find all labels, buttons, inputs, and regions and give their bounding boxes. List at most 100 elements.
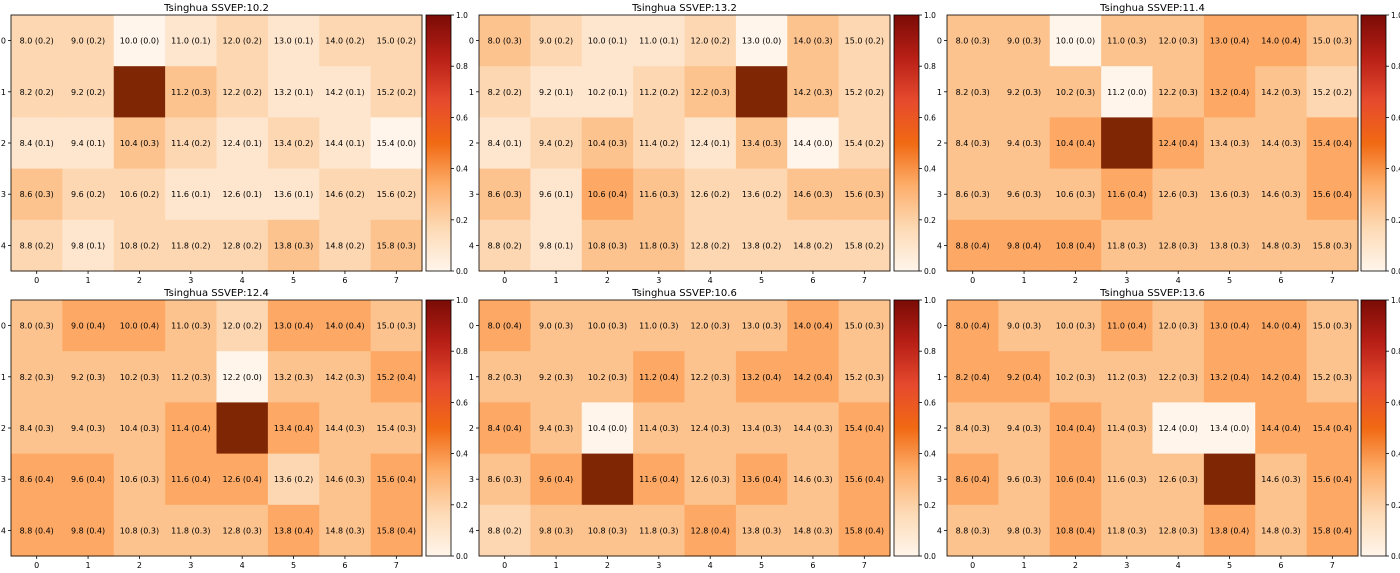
heatmap-cell [1152,168,1205,221]
heatmap-cell [11,504,63,557]
cell-label: 9.0 (0.3) [539,322,573,331]
cell-label: 11.4 (0.3) [639,424,678,433]
colorbar-tick-label: 0.2 [456,501,468,510]
cell-label: 13.0 (0.1) [274,37,313,46]
cell-label: 8.2 (0.3) [488,373,522,382]
cell-label: 12.4 (0.4) [1159,139,1198,148]
cell-label: 13.4 (0.3) [742,139,781,148]
cell-label: 15.8 (0.4) [377,526,416,535]
x-tick-label: 2 [1073,276,1078,285]
heatmap-cell [113,219,166,272]
cell-label: 11.0 (0.3) [171,322,210,331]
cell-label: 15.8 (0.4) [1313,526,1352,535]
cell-label: 8.4 (0.3) [956,139,990,148]
cell-label: 12.2 (0.0) [223,373,262,382]
cell-label: 13.8 (0.3) [274,241,313,250]
x-tick-label: 1 [554,276,559,285]
heatmap-cell [216,15,269,67]
colorbar-tick-label: 0.4 [456,165,468,174]
heatmap-cell [1049,15,1102,67]
cell-label: 15.0 (0.3) [377,322,416,331]
heatmap-cell [1306,402,1359,455]
y-tick-label: 2 [469,139,474,148]
cell-label: 11.0 (0.3) [639,322,678,331]
cell-label: 10.4 (0.4) [1056,424,1095,433]
cell-label: 13.6 (0.3) [1210,190,1249,199]
heatmap-cell [113,402,166,455]
cell-label: 9.8 (0.3) [539,526,573,535]
heatmap-cell [947,117,999,170]
heatmap-cell [11,300,63,352]
x-tick-label: 0 [970,276,975,285]
chart-title: Tsinghua SSVEP:12.4 [163,288,269,299]
x-tick-label: 5 [759,276,764,285]
heatmap-cell [947,300,999,352]
heatmap-cell [216,66,269,118]
cell-label: 13.0 (0.4) [1210,322,1249,331]
cell-label: 10.0 (0.1) [588,37,627,46]
heatmap-cell [319,504,372,557]
y-tick-label: 1 [1,88,6,97]
cell-label: 10.6 (0.3) [1056,190,1095,199]
heatmap-cell [633,402,686,455]
heatmap-cell [1101,402,1154,455]
x-tick-label: 4 [1176,276,1181,285]
heatmap-cell [581,168,634,221]
heatmap-cell [62,300,115,352]
x-tick-label: 0 [34,561,39,570]
cell-label: 10.2 (0.3) [1056,88,1095,97]
heatmap-cell [267,453,320,506]
cell-label: 12.4 (0.0) [1159,424,1198,433]
heatmap-cell [113,300,166,352]
cell-label: 14.2 (0.1) [325,88,364,97]
chart-title: Tsinghua SSVEP:11.4 [1099,3,1205,14]
cell-label: 8.0 (0.3) [956,37,990,46]
cell-label: 15.0 (0.3) [1313,37,1352,46]
cell-label: 9.4 (0.1) [71,139,105,148]
heatmap-cell [319,300,372,352]
heatmap-cell [735,117,788,170]
x-tick-label: 1 [1022,561,1027,570]
y-tick-label: 2 [469,424,474,433]
heatmap-cell [370,117,423,170]
heatmap-cell [216,300,269,352]
heatmap-cell [319,402,372,455]
heatmap-cell [581,351,634,403]
x-tick-label: 4 [708,561,713,570]
cell-label: 9.8 (0.1) [539,241,573,250]
heatmap-cell [947,453,999,506]
heatmap-cell [319,219,372,272]
colorbar [893,299,920,557]
cell-label: 8.0 (0.3) [20,322,54,331]
heatmap-cell [1049,168,1102,221]
cell-label: 12.2 (0.2) [223,88,262,97]
heatmap-cell [684,351,737,403]
cell-label: 12.6 (0.4) [223,475,262,484]
heatmap-cell [165,453,218,506]
heatmap-cell [947,66,999,118]
heatmap-cell [1255,402,1308,455]
cell-label: 15.4 (0.0) [377,139,416,148]
heatmap-cell [735,453,788,506]
colorbar [1360,299,1387,557]
heatmap-cell [787,402,840,455]
cell-label: 11.6 (0.4) [171,475,210,484]
cell-label: 9.2 (0.1) [539,88,573,97]
heatmap-cell [165,168,218,221]
colorbar-tick-label: 0.4 [924,450,936,459]
cell-label: 15.8 (0.2) [845,241,884,250]
cell-label: 12.6 (0.1) [223,190,262,199]
cell-label: 11.2 (0.0) [1107,88,1146,97]
cell-label: 9.4 (0.3) [1007,139,1041,148]
heatmap-cell [62,117,115,170]
cell-label: 10.4 (0.4) [1056,139,1095,148]
x-tick-label: 7 [862,276,867,285]
cell-label: 13.4 (0.2) [274,139,313,148]
cell-label: 9.6 (0.3) [1007,475,1041,484]
heatmap-cell [62,66,115,118]
cell-label: 13.8 (0.3) [742,526,781,535]
cell-label: 11.6 (0.4) [639,475,678,484]
cell-label: 10.4 (0.0) [588,424,627,433]
cell-label: 12.6 (0.3) [1159,475,1198,484]
cell-label: 14.6 (0.3) [1261,475,1300,484]
